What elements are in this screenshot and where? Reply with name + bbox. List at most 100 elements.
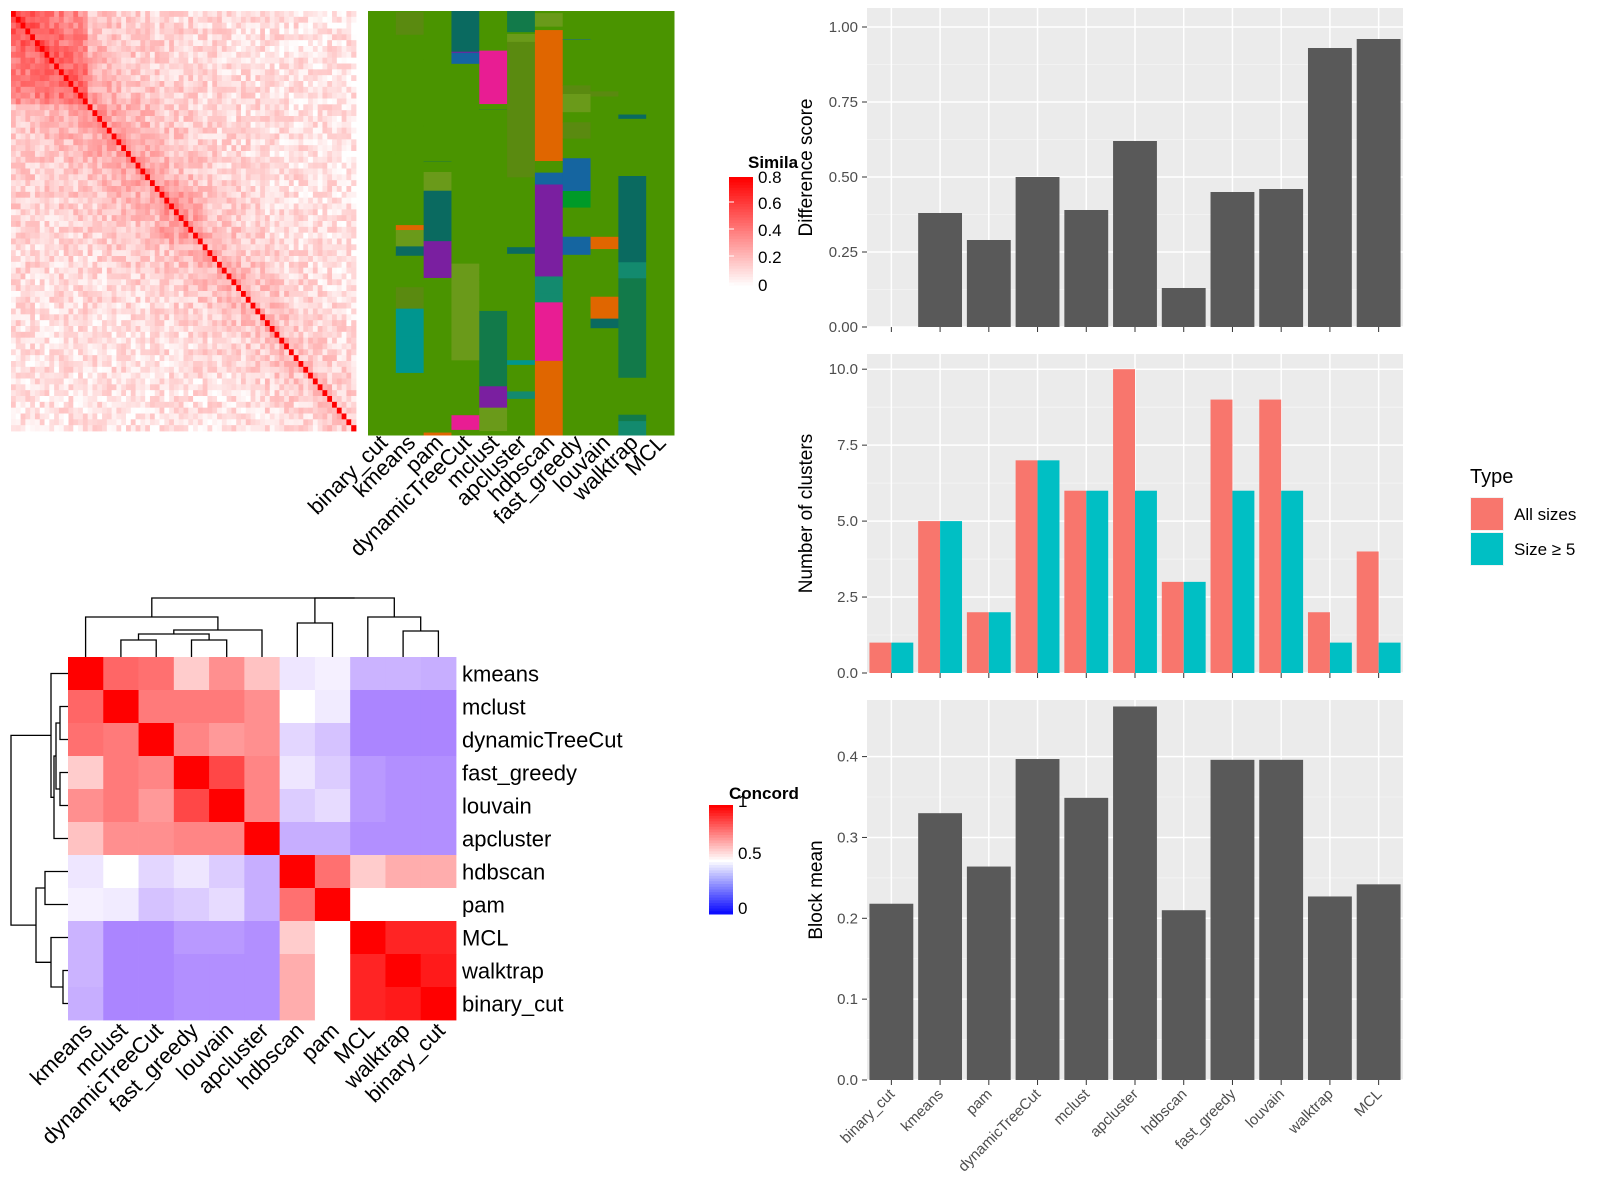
similarity-cell [207,337,213,344]
similarity-cell [49,191,55,199]
similarity-cell [332,296,338,304]
similarity-cell [288,98,295,105]
similarity-cell [212,92,218,99]
similarity-cell [250,46,256,53]
similarity-cell [284,75,290,82]
similarity-cell [322,401,328,409]
similarity-cell [197,372,204,379]
similarity-cell [149,191,156,199]
similarity-cell [39,413,45,420]
similarity-cell [126,98,132,105]
similarity-cell [284,279,290,286]
similarity-cell [87,104,93,111]
similarity-cell [293,232,299,239]
similarity-cell [207,110,213,117]
similarity-cell [178,46,184,53]
similarity-cell [68,133,74,140]
similarity-cell [97,174,103,181]
similarity-cell [44,396,50,403]
similarity-cell [231,279,237,286]
similarity-cell [78,75,84,82]
similarity-cell [159,16,165,24]
similarity-cell [212,337,218,344]
similarity-cell [140,186,146,193]
similarity-cell [173,63,180,70]
similarity-cell [111,238,117,245]
similarity-cell [269,40,275,47]
similarity-cell [116,279,122,286]
similarity-cell [20,407,26,414]
similarity-cell [78,162,84,169]
similarity-cell [63,63,69,70]
similarity-cell [116,413,122,420]
similarity-cell [25,396,31,403]
similarity-cell [207,116,213,123]
similarity-cell [317,174,323,181]
similarity-cell [116,92,122,99]
similarity-cell [159,174,165,181]
similarity-cell [197,133,204,140]
similarity-cell [202,384,208,391]
similarity-cell [54,11,60,18]
similarity-cell [164,378,170,385]
similarity-cell [236,215,242,222]
similarity-cell [73,261,79,269]
similarity-cell [154,11,160,18]
similarity-cell [121,326,127,333]
similarity-cell [154,331,160,339]
similarity-cell [140,215,146,222]
similarity-cell [327,34,333,41]
similarity-cell [82,384,89,391]
similarity-cell [231,314,237,321]
similarity-cell [202,145,208,152]
similarity-cell [346,92,352,99]
similarity-cell [236,378,242,385]
similarity-cell [322,145,328,152]
similarity-cell [44,145,50,152]
similarity-cell [87,250,93,257]
similarity-cell [212,279,218,286]
similarity-cell [173,320,180,327]
similarity-cell [25,46,31,53]
similarity-cell [164,302,170,309]
similarity-cell [78,256,84,263]
similarity-cell [288,308,295,315]
similarity-cell [58,308,65,315]
similarity-cell [346,384,352,391]
similarity-cell [231,296,237,304]
similarity-cell [130,145,136,152]
similarity-cell [202,16,208,24]
similarity-cell [308,127,314,134]
similarity-cell [149,267,156,274]
similarity-cell [255,75,261,82]
similarity-cell [82,261,89,269]
similarity-cell [279,320,285,327]
similarity-cell [178,133,184,140]
similarity-cell [154,337,160,344]
similarity-cell [154,285,160,292]
similarity-cell [212,296,218,304]
similarity-cell [106,267,113,274]
similarity-cell [322,133,328,140]
similarity-cell [351,174,357,181]
similarity-cell [322,168,328,175]
similarity-cell [250,302,256,309]
similarity-cell [178,401,184,409]
similarity-cell [197,250,204,257]
similarity-cell [164,116,170,123]
similarity-cell [322,139,328,146]
similarity-cell [92,396,98,403]
similarity-cell [197,279,204,286]
similarity-cell [140,133,146,140]
similarity-cell [63,273,69,280]
similarity-cell [111,407,117,414]
similarity-cell [255,174,261,181]
similarity-cell [250,285,256,292]
similarity-cell [317,180,323,187]
similarity-cell [341,197,347,204]
similarity-cell [154,267,160,274]
similarity-cell [116,69,122,76]
similarity-cell [241,116,247,123]
similarity-cell [260,291,266,298]
similarity-cell [68,40,74,47]
